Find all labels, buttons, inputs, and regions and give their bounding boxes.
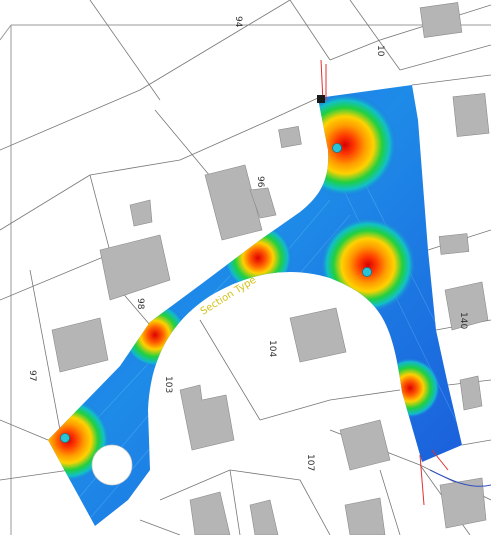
- sensor-markers[interactable]: [60, 143, 372, 443]
- plot-label-107: 107: [305, 454, 315, 471]
- sensor-marker[interactable]: [362, 267, 372, 277]
- plot-label-96: 96: [255, 176, 265, 188]
- sensor-marker[interactable]: [332, 143, 342, 153]
- sensor-marker[interactable]: [60, 433, 70, 443]
- plot-label-103: 103: [163, 376, 173, 393]
- plot-label-97: 97: [27, 370, 37, 381]
- blue-line: [429, 469, 491, 487]
- plot-label-94: 94: [233, 16, 243, 28]
- turning-circle: [91, 444, 133, 486]
- map-frame: [0, 24, 491, 535]
- utility-marker: [317, 95, 325, 103]
- plot-label-98: 98: [135, 298, 145, 310]
- plot-label-140: 140: [458, 312, 468, 329]
- buildings: [51, 2, 490, 535]
- plot-label-10: 10: [375, 45, 385, 57]
- plot-label-104: 104: [267, 340, 277, 357]
